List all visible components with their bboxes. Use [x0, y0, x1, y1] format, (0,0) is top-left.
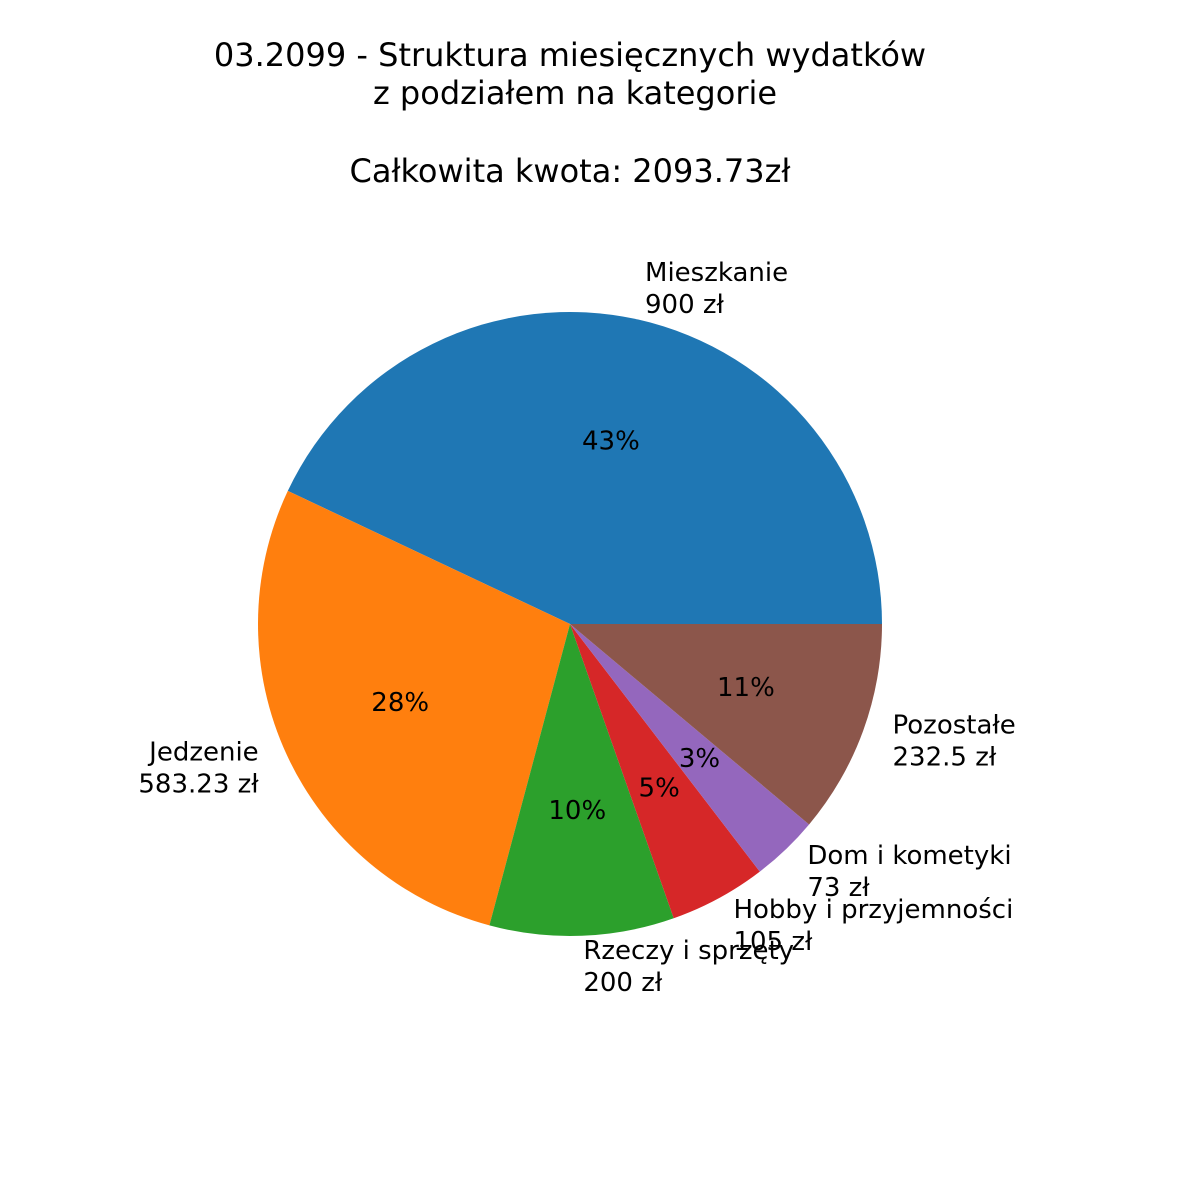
title-line-2: z podziałem na kategorie: [373, 74, 777, 112]
category-label-jedzenie: Jedzenie 583.23 zł: [138, 737, 259, 799]
category-label-mieszkanie: Mieszkanie 900 zł: [645, 258, 788, 320]
title-line-1: 03.2099 - Struktura miesięcznych wydatkó…: [214, 36, 926, 74]
pct-label-mieszkanie: 43%: [582, 426, 640, 456]
pct-label-pozostale: 11%: [717, 673, 775, 703]
pie-slice-dom-i-kometyki: [570, 624, 810, 872]
pie-slice-pozostale: [570, 624, 882, 825]
percentage-labels: 43% 28% 10% 5%3% 11%: [371, 426, 775, 826]
category-value: 900 zł: [645, 290, 725, 320]
category-label-rzeczy-i-sprzety: Rzeczy i sprzęty 200 zł: [583, 936, 794, 998]
category-label-hobby-i-przyjemnosci: Hobby i przyjemności 105 zł: [733, 895, 1013, 957]
category-label-dom-i-kometyki: Dom i kometyki 73 zł: [807, 841, 1011, 903]
category-name: Rzeczy i sprzęty: [583, 936, 794, 966]
category-value: 73 zł: [807, 873, 870, 903]
category-label-pozostale: Pozostałe 232.5 zł: [893, 710, 1016, 772]
chart-title: 03.2099 - Struktura miesięcznych wydatkó…: [214, 36, 926, 190]
pie-slices: [257, 311, 883, 936]
category-value: 583.23 zł: [138, 769, 259, 799]
pie-slice-rzeczy-i-sprzety: [489, 624, 674, 936]
pct-label-dom-i-kometyki: 3%: [679, 744, 720, 774]
pct-label-rzeczy-i-sprzety: 10%: [548, 796, 606, 826]
pie-slice-jedzenie: [257, 490, 570, 926]
category-name: Pozostałe: [893, 710, 1016, 740]
pct-label-jedzenie: 28%: [371, 688, 429, 718]
title-line-total: Całkowita kwota: 2093.73zł: [349, 152, 791, 190]
category-value: 105 zł: [733, 927, 813, 957]
category-value: 200 zł: [583, 968, 663, 998]
category-name: Dom i kometyki: [807, 841, 1011, 871]
category-labels: Mieszkanie 900 zł Jedzenie 583.23 zł Rzeczy …: [138, 258, 1015, 998]
category-name: Jedzenie: [147, 737, 259, 767]
category-value: 232.5 zł: [893, 742, 997, 772]
pct-label-hobby-i-przyjemnosci: 5%: [639, 774, 680, 804]
category-name: Hobby i przyjemności: [733, 895, 1013, 925]
pie-slice-mieszkanie: [287, 311, 883, 624]
category-name: Mieszkanie: [645, 258, 788, 288]
pie-slice-hobby-i-przyjemnosci: [570, 624, 760, 919]
